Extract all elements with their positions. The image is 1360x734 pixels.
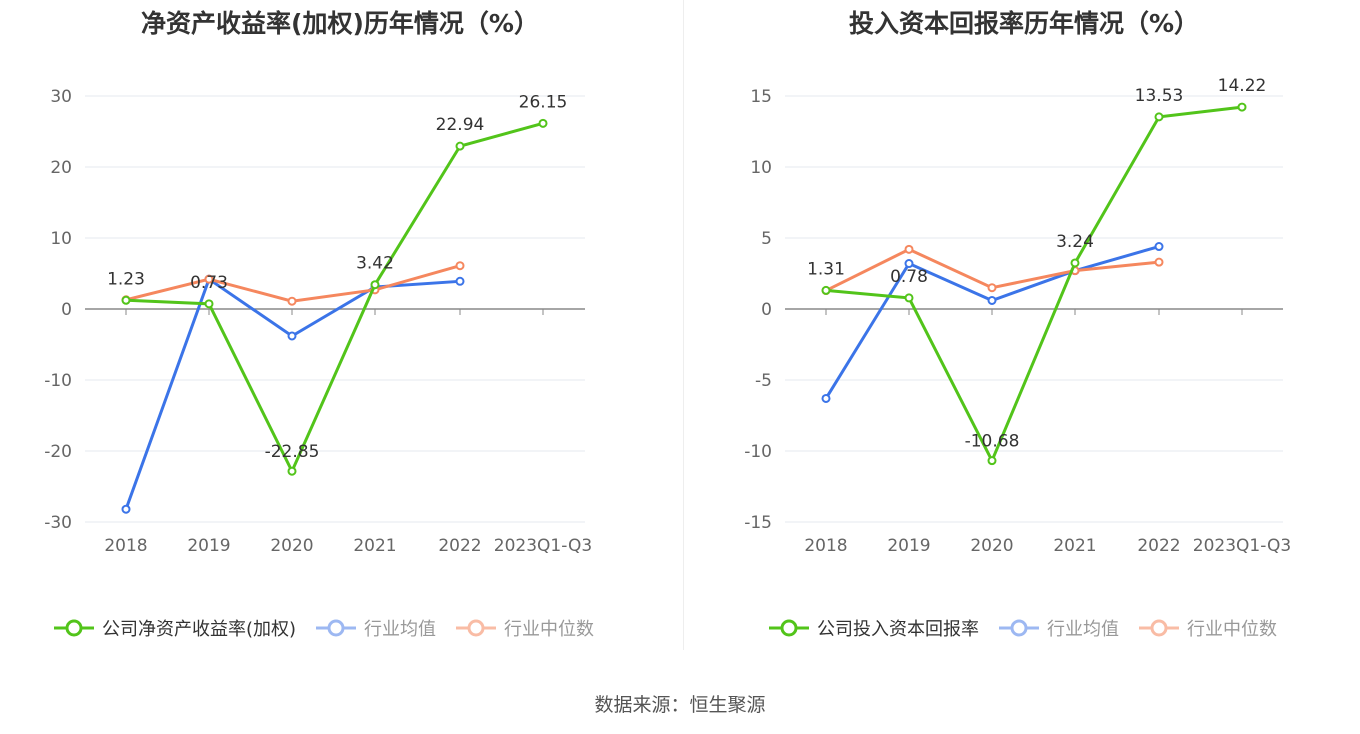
- legend-marker-icon: [456, 619, 497, 637]
- legend-label: 公司净资产收益率(加权): [102, 619, 297, 640]
- data-point: [455, 141, 465, 151]
- data-point: [204, 274, 214, 284]
- data-point: [204, 299, 214, 309]
- data-label: 0.78: [890, 267, 928, 287]
- x-tick-label: 2018: [104, 536, 147, 556]
- data-label: 26.15: [519, 92, 568, 112]
- legend-item-company[interactable]: 公司投入资本回报率: [767, 615, 979, 641]
- chart-title-roic: 投入资本回报率历年情况（%）: [848, 9, 1200, 38]
- chart-title-roe: 净资产收益率(加权)历年情况（%）: [141, 9, 539, 38]
- y-tick-label: -10: [744, 442, 772, 462]
- data-point: [904, 259, 914, 269]
- data-label: 13.53: [1135, 86, 1184, 106]
- legend-label: 公司投入资本回报率: [817, 619, 979, 640]
- series-line-1: [824, 245, 1160, 400]
- data-label: 1.23: [107, 269, 145, 289]
- divider: [683, 0, 684, 650]
- legend-roe: 公司净资产收益率(加权) 行业均值 行业中位数: [52, 615, 594, 641]
- data-point: [287, 296, 297, 306]
- data-point: [1154, 242, 1164, 252]
- x-tick-label: 2022: [1137, 536, 1180, 556]
- y-tick-label: -15: [744, 513, 772, 533]
- data-point: [987, 456, 997, 466]
- legend-roic: 公司投入资本回报率 行业均值 行业中位数: [767, 615, 1277, 641]
- data-label: 1.31: [807, 259, 845, 279]
- data-point: [287, 331, 297, 341]
- y-tick-label: 10: [50, 229, 72, 249]
- y-tick-label: -30: [44, 513, 72, 533]
- data-point: [821, 285, 831, 295]
- data-point: [370, 280, 380, 290]
- y-tick-label: -5: [755, 371, 772, 391]
- y-tick-label: 5: [761, 229, 772, 249]
- x-tick-label: 2018: [804, 536, 847, 556]
- y-tick-label: 20: [50, 158, 72, 178]
- legend-marker-icon: [54, 619, 94, 637]
- x-tick-label: 2019: [187, 536, 230, 556]
- legend-marker-icon: [316, 619, 357, 637]
- data-point: [455, 276, 465, 286]
- x-tick-label: 2021: [1053, 536, 1096, 556]
- data-label: 14.22: [1218, 76, 1267, 96]
- legend-item-median[interactable]: 行业中位数: [1137, 615, 1277, 641]
- data-label: 3.42: [356, 254, 394, 274]
- series-line-0: [125, 121, 544, 475]
- data-label: 22.94: [436, 115, 485, 135]
- x-tick-label: 2022: [438, 536, 481, 556]
- data-point: [1154, 257, 1164, 267]
- legend-marker-icon: [769, 619, 809, 637]
- legend-label: 行业均值: [364, 619, 437, 640]
- legend-item-avg[interactable]: 行业均值: [997, 615, 1119, 641]
- legend-marker-icon: [1139, 619, 1179, 637]
- legend-item-median[interactable]: 行业中位数: [454, 615, 594, 641]
- data-point: [987, 295, 997, 305]
- x-tick-label: 2023Q1-Q3: [1193, 536, 1291, 556]
- data-point: [538, 118, 548, 128]
- data-point: [904, 293, 914, 303]
- data-point: [821, 393, 831, 403]
- data-label: 0.73: [190, 273, 228, 293]
- data-point: [904, 244, 914, 254]
- legend-label: 行业均值: [1047, 619, 1119, 640]
- x-tick-label: 2020: [270, 536, 313, 556]
- data-label: -10.68: [965, 432, 1020, 452]
- data-point: [1070, 258, 1080, 268]
- y-tick-label: 10: [750, 158, 772, 178]
- data-point: [287, 466, 297, 476]
- data-label: 3.24: [1056, 232, 1094, 252]
- y-tick-label: -10: [44, 371, 72, 391]
- data-point: [121, 295, 131, 305]
- legend-item-company[interactable]: 公司净资产收益率(加权): [52, 615, 296, 641]
- y-tick-label: 0: [61, 300, 72, 320]
- y-tick-label: -20: [44, 442, 72, 462]
- legend-marker-icon: [999, 619, 1039, 637]
- legend-item-avg[interactable]: 行业均值: [314, 615, 436, 641]
- y-tick-label: 15: [750, 87, 772, 107]
- x-tick-label: 2023Q1-Q3: [494, 536, 592, 556]
- series-line-0: [825, 105, 1243, 465]
- legend-label: 行业中位数: [504, 619, 595, 640]
- data-point: [455, 261, 465, 271]
- data-source: 数据来源：恒生聚源: [594, 694, 766, 716]
- data-point: [987, 283, 997, 293]
- x-tick-label: 2021: [353, 536, 396, 556]
- data-label: -22.85: [265, 442, 320, 462]
- x-tick-label: 2020: [970, 536, 1013, 556]
- legend-label: 行业中位数: [1187, 619, 1277, 640]
- data-point: [1237, 102, 1247, 112]
- x-tick-label: 2019: [887, 536, 930, 556]
- y-tick-label: 30: [50, 87, 72, 107]
- data-point: [1154, 112, 1164, 122]
- y-tick-label: 0: [761, 300, 772, 320]
- data-point: [121, 504, 131, 514]
